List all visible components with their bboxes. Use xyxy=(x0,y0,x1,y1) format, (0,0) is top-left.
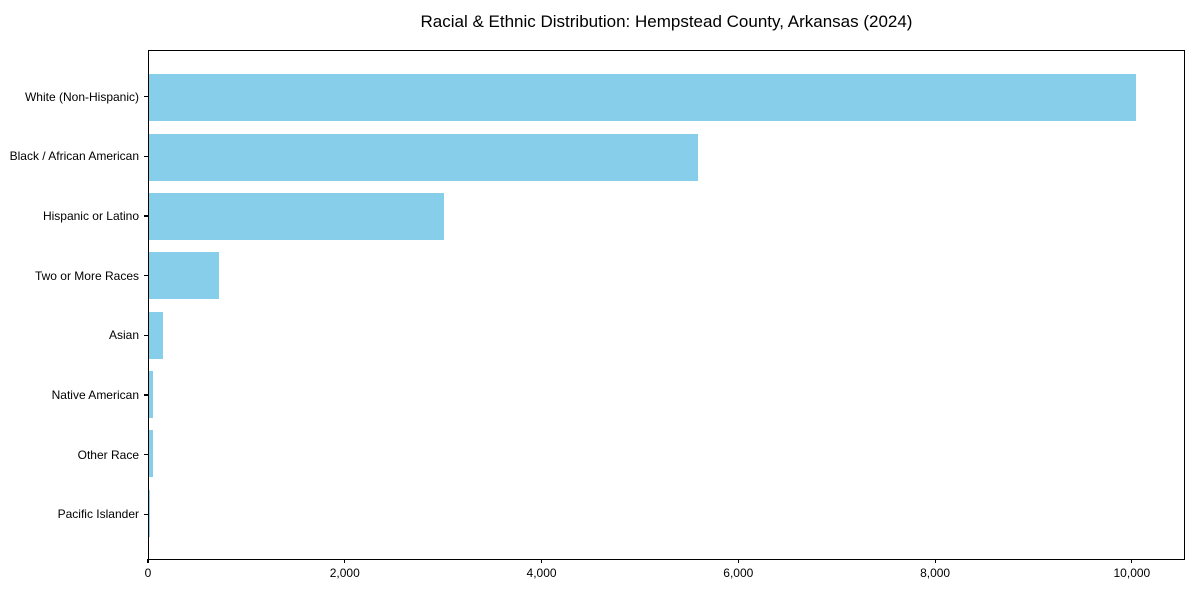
y-axis-row: Two or More Races xyxy=(0,246,148,306)
y-axis-row: Other Race xyxy=(0,425,148,485)
bar xyxy=(149,192,444,240)
y-axis-row: Hispanic or Latino xyxy=(0,186,148,246)
bar-row xyxy=(149,246,1184,305)
x-axis-tick-label: 6,000 xyxy=(723,566,754,580)
y-axis-label: Pacific Islander xyxy=(57,507,139,522)
bar xyxy=(149,133,698,181)
y-tick-mark xyxy=(144,334,148,336)
x-tick-mark xyxy=(1131,559,1133,563)
x-tick-mark xyxy=(934,559,936,563)
y-tick-mark xyxy=(144,394,148,396)
bar xyxy=(149,74,1136,122)
x-axis-tick-label: 10,000 xyxy=(1113,566,1151,580)
bar-row xyxy=(149,187,1184,246)
bar-row xyxy=(149,365,1184,424)
y-axis-label: Two or More Races xyxy=(34,268,139,283)
y-axis-label: Hispanic or Latino xyxy=(42,209,139,224)
y-axis-label: Asian xyxy=(108,328,139,343)
y-tick-mark xyxy=(144,155,148,158)
x-tick-mark xyxy=(737,559,739,563)
y-tick-mark xyxy=(144,275,148,277)
y-axis-label: White (Non-Hispanic) xyxy=(24,89,139,104)
bar xyxy=(149,430,153,478)
y-axis-row: Native American xyxy=(0,365,148,425)
bars-container xyxy=(149,51,1184,559)
x-axis-tick-label: 0 xyxy=(144,566,152,580)
y-tick-mark xyxy=(144,96,148,98)
y-axis-label: Native American xyxy=(51,387,139,402)
x-axis-tick-label: 2,000 xyxy=(329,566,360,580)
bar xyxy=(149,311,163,359)
y-axis: White (Non-Hispanic) Black / African Amer… xyxy=(0,50,148,560)
y-axis-label: Other Race xyxy=(77,447,139,462)
x-tick-mark xyxy=(344,559,346,563)
y-tick-mark xyxy=(144,215,148,217)
bar-row xyxy=(149,127,1184,186)
y-axis-row: Black / African American xyxy=(0,127,148,187)
x-tick-mark xyxy=(147,559,149,563)
x-axis-tick-label: 8,000 xyxy=(920,566,951,580)
bar xyxy=(149,252,220,300)
bar-row xyxy=(149,68,1184,127)
x-tick-mark xyxy=(540,559,543,563)
bar xyxy=(149,371,154,419)
y-tick-mark xyxy=(144,453,148,456)
y-axis-row: Asian xyxy=(0,306,148,366)
y-axis-row: Pacific Islander xyxy=(0,484,148,544)
plot-area xyxy=(148,50,1185,560)
x-axis: 0 2,000 4,000 6,000 8,000 10,000 xyxy=(144,559,1185,595)
bar-row xyxy=(149,424,1184,483)
chart-title: Racial & Ethnic Distribution: Hempstead … xyxy=(420,12,913,31)
y-axis-label: Black / African American xyxy=(9,149,139,164)
y-axis-row: White (Non-Hispanic) xyxy=(0,67,148,127)
y-tick-mark xyxy=(144,513,148,515)
bar-row xyxy=(149,306,1184,365)
bar-row xyxy=(149,484,1184,543)
x-axis-tick-label: 4,000 xyxy=(526,566,557,580)
